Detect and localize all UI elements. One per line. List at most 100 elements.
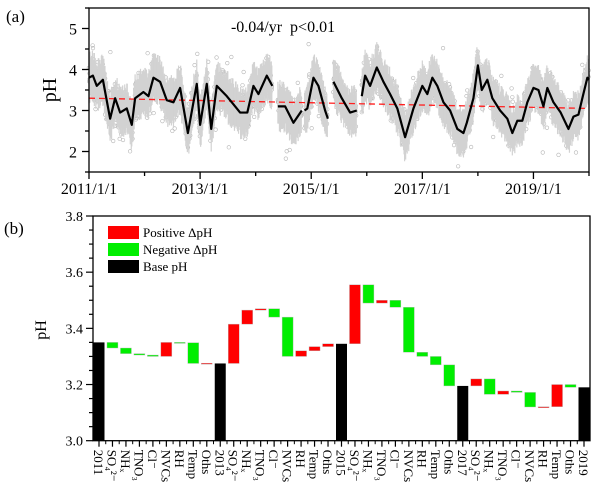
trend-line-path: [88, 97, 590, 110]
observation-point: [295, 80, 300, 86]
delta-bar: [430, 356, 442, 366]
delta-bar: [295, 350, 307, 357]
observation-point: [509, 86, 514, 91]
y-tick-label: 3.4: [66, 322, 84, 337]
delta-bar: [120, 347, 132, 354]
trend-line: [88, 97, 590, 110]
observation-point: [456, 164, 461, 169]
y-tick-label: 4: [69, 63, 77, 80]
delta-bar: [497, 390, 509, 395]
legend-label: Positive ΔpH: [143, 225, 212, 240]
observation-point: [580, 62, 585, 67]
panel-b-label: (b): [4, 219, 24, 238]
observation-point: [287, 147, 292, 153]
y-tick-label: 3.0: [66, 435, 84, 450]
observation-point: [243, 136, 248, 141]
x-tick-label: NVCs: [280, 450, 295, 483]
smoothed-series: [88, 64, 590, 139]
observation-point: [90, 45, 96, 51]
x-tick-label: NHₓ: [239, 450, 254, 473]
delta-bar: [510, 390, 523, 393]
observation-point: [127, 149, 133, 154]
base-bar: [214, 363, 226, 441]
x-tick-label: NHₓ: [482, 450, 497, 473]
base-bar: [336, 343, 347, 441]
observation-point: [240, 83, 245, 88]
x-tick-label: Cl⁻: [145, 450, 160, 469]
panel-a-ylabel: pH: [39, 78, 61, 102]
observation-point: [214, 55, 219, 60]
observation-point: [120, 137, 126, 143]
x-tick-label: 2015/1/1: [283, 181, 340, 198]
observation-point: [170, 128, 175, 133]
observation-point: [544, 125, 550, 130]
x-tick-label: 2011/1/1: [61, 181, 117, 198]
observation-point: [252, 114, 257, 119]
smoothed-line-segment: [303, 76, 329, 120]
x-tick-label: NVCs: [158, 450, 173, 483]
observation-point: [111, 138, 116, 144]
observation-point: [510, 95, 515, 100]
x-tick-label: SO₄²⁻: [347, 450, 362, 482]
observation-point: [225, 61, 230, 66]
delta-bar: [201, 362, 213, 365]
panel-a: (a) 2011/1/1 2013/1/1 2015/1/1 2017/1/1 2019…: [6, 7, 591, 198]
y-tick-label: 3.8: [66, 210, 84, 225]
waterfall-bars: [93, 284, 590, 441]
base-bar: [457, 385, 469, 441]
x-tick-label: TNO₃: [374, 450, 389, 481]
x-tick-label: Oths: [563, 450, 578, 475]
x-tick-label: SO₄²⁻: [104, 450, 119, 482]
observation-point: [306, 42, 311, 47]
delta-bar: [389, 300, 402, 308]
smoothed-line-segment: [360, 64, 590, 139]
delta-bar: [349, 284, 361, 344]
observation-point: [192, 63, 197, 68]
x-tick-label: RH: [293, 450, 308, 468]
delta-bar: [362, 284, 375, 304]
delta-bar: [160, 342, 173, 357]
x-tick-label: Temp: [549, 450, 564, 479]
x-tick-label: Cl⁻: [509, 450, 524, 469]
smoothed-line-segment: [277, 105, 303, 124]
delta-bar: [564, 384, 577, 388]
observation-point: [195, 51, 200, 56]
delta-bar: [483, 378, 496, 395]
delta-bar: [133, 353, 146, 356]
observation-point: [469, 144, 474, 150]
legend-swatch: [108, 226, 139, 239]
legend-swatch: [108, 260, 139, 273]
x-tick-label: 2017/1/1: [394, 181, 451, 198]
y-tick-label: 2: [69, 145, 77, 162]
delta-bar: [241, 309, 253, 325]
panel-a-axes: 2011/1/1 2013/1/1 2015/1/1 2017/1/1 2019/1/1…: [61, 7, 590, 198]
y-tick-label: 3: [69, 104, 77, 121]
delta-bar: [416, 352, 429, 357]
panel-b: (b) 2011SO₄²⁻NHₓTNO₃Cl⁻NVCsRHTempOths201…: [4, 210, 591, 482]
x-tick-label: RH: [536, 450, 551, 468]
observation-band: [88, 42, 590, 162]
smoothed-line-segment: [332, 81, 358, 114]
x-tick-label: 2019/1/1: [505, 181, 562, 198]
delta-bar: [537, 406, 550, 408]
x-tick-label: 2015: [334, 450, 349, 476]
observation-point: [499, 73, 504, 78]
observation-point: [309, 126, 314, 131]
x-tick-label: Oths: [199, 450, 214, 475]
trend-annotation: -0.04/yr p<0.01: [231, 19, 335, 36]
x-tick-label: NVCs: [522, 450, 537, 483]
x-tick-label: NVCs: [401, 450, 416, 483]
observation-point: [151, 110, 156, 116]
x-tick-label: SO₄²⁻: [226, 450, 241, 482]
x-tick-label: TNO₃: [253, 450, 268, 481]
observation-point: [540, 150, 545, 155]
x-tick-label: NHₓ: [118, 450, 133, 473]
observation-point: [117, 136, 122, 141]
observation-point: [556, 152, 561, 157]
delta-bar: [470, 378, 482, 387]
x-tick-label: Oths: [441, 450, 456, 475]
x-tick-label: Temp: [185, 450, 200, 479]
x-tick-label: Temp: [307, 450, 322, 479]
x-tick-label: Oths: [320, 450, 335, 475]
